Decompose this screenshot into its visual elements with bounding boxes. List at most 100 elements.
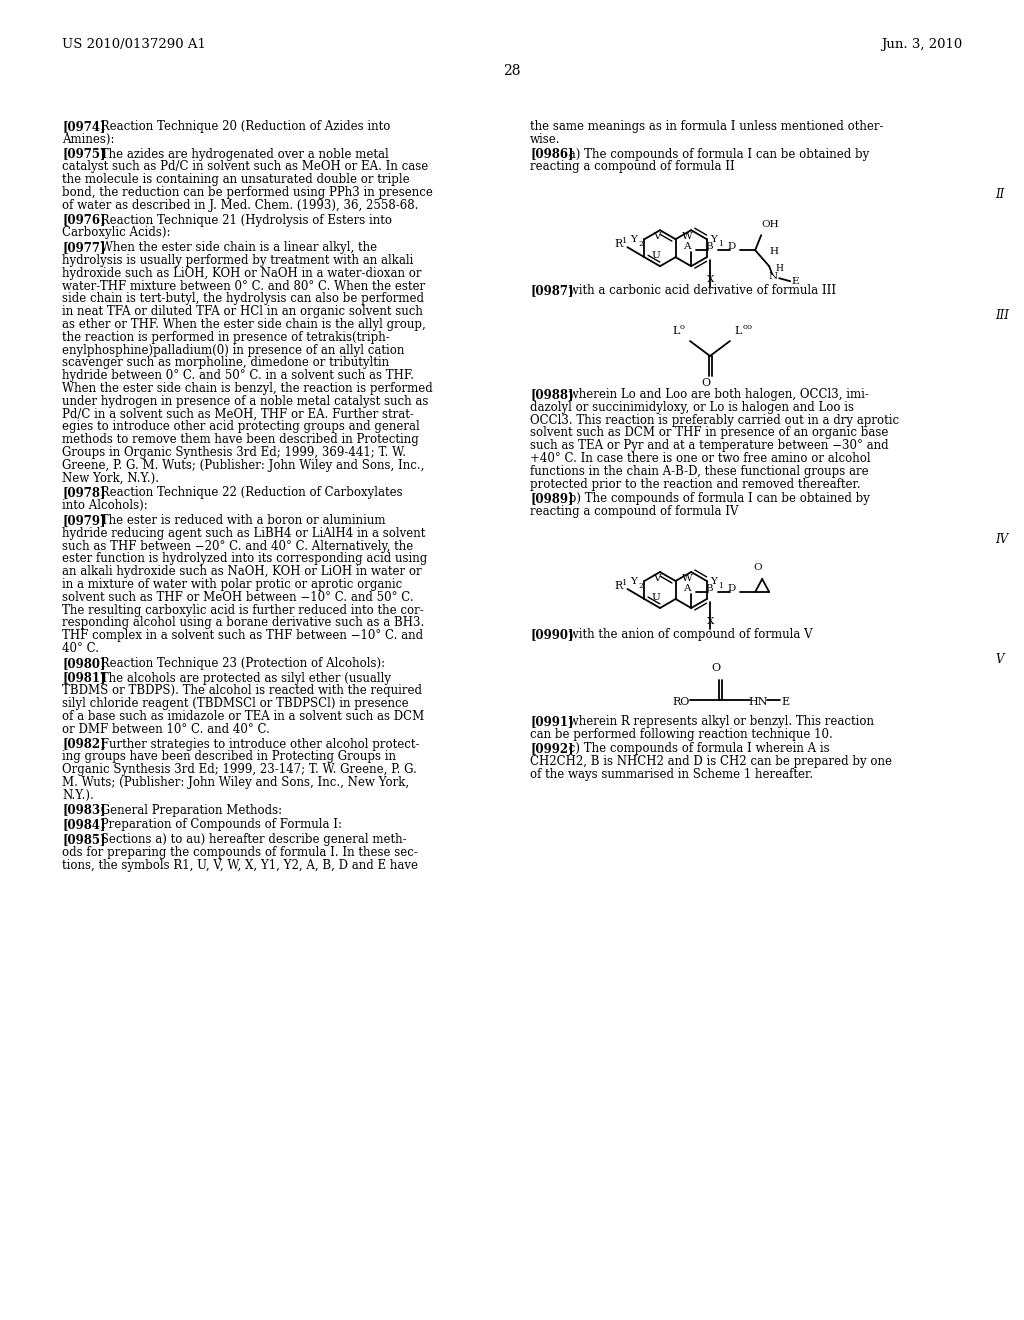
Text: THF complex in a solvent such as THF between −10° C. and: THF complex in a solvent such as THF bet… (62, 630, 423, 643)
Text: O: O (701, 378, 711, 388)
Text: [0982]: [0982] (62, 738, 105, 751)
Text: Y: Y (710, 577, 717, 586)
Text: TBDMS or TBDPS). The alcohol is reacted with the required: TBDMS or TBDPS). The alcohol is reacted … (62, 684, 422, 697)
Text: water-THF mixture between 0° C. and 80° C. When the ester: water-THF mixture between 0° C. and 80° … (62, 280, 425, 293)
Text: [0974]: [0974] (62, 120, 105, 133)
Text: solvent such as DCM or THF in presence of an organic base: solvent such as DCM or THF in presence o… (530, 426, 889, 440)
Text: General Preparation Methods:: General Preparation Methods: (96, 804, 282, 817)
Text: such as THF between −20° C. and 40° C. Alternatively, the: such as THF between −20° C. and 40° C. A… (62, 540, 414, 553)
Text: [0981]: [0981] (62, 672, 105, 685)
Text: 1: 1 (718, 240, 723, 248)
Text: HN: HN (748, 697, 768, 706)
Text: Sections a) to au) hereafter describe general meth-: Sections a) to au) hereafter describe ge… (96, 833, 407, 846)
Text: O: O (712, 663, 721, 673)
Text: The ester is reduced with a boron or aluminium: The ester is reduced with a boron or alu… (96, 513, 385, 527)
Text: Y: Y (631, 235, 637, 244)
Text: 1: 1 (623, 238, 628, 246)
Text: B: B (706, 583, 713, 593)
Text: Carboxylic Acids):: Carboxylic Acids): (62, 227, 171, 239)
Text: RO: RO (672, 697, 689, 706)
Text: [0976]: [0976] (62, 214, 105, 227)
Text: wherein Lo and Loo are both halogen, OCCl3, imi-: wherein Lo and Loo are both halogen, OCC… (564, 388, 868, 401)
Text: [0975]: [0975] (62, 148, 105, 161)
Text: [0990]: [0990] (530, 628, 573, 642)
Text: c) The compounds of formula I wherein A is: c) The compounds of formula I wherein A … (564, 742, 829, 755)
Text: in a mixture of water with polar protic or aprotic organic: in a mixture of water with polar protic … (62, 578, 402, 591)
Text: egies to introduce other acid protecting groups and general: egies to introduce other acid protecting… (62, 420, 420, 433)
Text: with the anion of compound of formula V: with the anion of compound of formula V (564, 628, 812, 642)
Text: +40° C. In case there is one or two free amino or alcohol: +40° C. In case there is one or two free… (530, 451, 870, 465)
Text: the same meanings as in formula I unless mentioned other-: the same meanings as in formula I unless… (530, 120, 884, 133)
Text: OCCl3. This reaction is preferably carried out in a dry aprotic: OCCl3. This reaction is preferably carri… (530, 413, 899, 426)
Text: side chain is tert-butyl, the hydrolysis can also be performed: side chain is tert-butyl, the hydrolysis… (62, 293, 424, 305)
Text: of water as described in J. Med. Chem. (1993), 36, 2558-68.: of water as described in J. Med. Chem. (… (62, 199, 419, 211)
Text: [0985]: [0985] (62, 833, 105, 846)
Text: Y: Y (631, 577, 637, 586)
Text: Groups in Organic Synthesis 3rd Ed; 1999, 369-441; T. W.: Groups in Organic Synthesis 3rd Ed; 1999… (62, 446, 406, 459)
Text: [0989]: [0989] (530, 492, 573, 506)
Text: U: U (651, 593, 660, 602)
Text: 40° C.: 40° C. (62, 642, 99, 655)
Text: M. Wuts; (Publisher: John Wiley and Sons, Inc., New York,: M. Wuts; (Publisher: John Wiley and Sons… (62, 776, 410, 789)
Text: H: H (769, 247, 778, 256)
Text: of the ways summarised in Scheme 1 hereafter.: of the ways summarised in Scheme 1 herea… (530, 768, 813, 781)
Text: enylphosphine)palladium(0) in presence of an allyl cation: enylphosphine)palladium(0) in presence o… (62, 343, 404, 356)
Text: Preparation of Compounds of Formula I:: Preparation of Compounds of Formula I: (96, 818, 342, 832)
Text: under hydrogen in presence of a noble metal catalyst such as: under hydrogen in presence of a noble me… (62, 395, 428, 408)
Text: oo: oo (743, 323, 753, 331)
Text: hydrolysis is usually performed by treatment with an alkali: hydrolysis is usually performed by treat… (62, 253, 414, 267)
Text: E: E (781, 697, 790, 706)
Text: of a base such as imidazole or TEA in a solvent such as DCM: of a base such as imidazole or TEA in a … (62, 710, 424, 723)
Text: 2: 2 (638, 582, 643, 590)
Text: Jun. 3, 2010: Jun. 3, 2010 (881, 38, 962, 51)
Text: [0980]: [0980] (62, 657, 105, 669)
Text: US 2010/0137290 A1: US 2010/0137290 A1 (62, 38, 206, 51)
Text: o: o (680, 323, 685, 331)
Text: the molecule is containing an unsaturated double or triple: the molecule is containing an unsaturate… (62, 173, 410, 186)
Text: D: D (727, 242, 735, 251)
Text: The azides are hydrogenated over a noble metal: The azides are hydrogenated over a noble… (96, 148, 388, 161)
Text: II: II (995, 189, 1005, 201)
Text: protected prior to the reaction and removed thereafter.: protected prior to the reaction and remo… (530, 478, 860, 491)
Text: [0991]: [0991] (530, 715, 573, 727)
Text: dazolyl or succinimidyloxy, or Lo is halogen and Loo is: dazolyl or succinimidyloxy, or Lo is hal… (530, 401, 854, 413)
Text: solvent such as THF or MeOH between −10° C. and 50° C.: solvent such as THF or MeOH between −10°… (62, 591, 414, 603)
Text: W: W (682, 574, 692, 583)
Text: CH2CH2, B is NHCH2 and D is CH2 can be prepared by one: CH2CH2, B is NHCH2 and D is CH2 can be p… (530, 755, 892, 768)
Text: Greene, P. G. M. Wuts; (Publisher: John Wiley and Sons, Inc.,: Greene, P. G. M. Wuts; (Publisher: John … (62, 459, 424, 471)
Text: scavenger such as morpholine, dimedone or tributyltin: scavenger such as morpholine, dimedone o… (62, 356, 389, 370)
Text: [0977]: [0977] (62, 242, 105, 255)
Text: E: E (792, 277, 799, 286)
Text: [0983]: [0983] (62, 804, 105, 817)
Text: Reaction Technique 23 (Protection of Alcohols):: Reaction Technique 23 (Protection of Alc… (96, 657, 385, 669)
Text: V: V (653, 574, 660, 583)
Text: Y: Y (710, 235, 717, 244)
Text: Organic Synthesis 3rd Ed; 1999, 23-147; T. W. Greene, P. G.: Organic Synthesis 3rd Ed; 1999, 23-147; … (62, 763, 417, 776)
Text: hydride between 0° C. and 50° C. in a solvent such as THF.: hydride between 0° C. and 50° C. in a so… (62, 370, 414, 383)
Text: such as TEA or Pyr and at a temperature between −30° and: such as TEA or Pyr and at a temperature … (530, 440, 889, 453)
Text: 1: 1 (623, 579, 628, 587)
Text: X: X (708, 616, 715, 626)
Text: or DMF between 10° C. and 40° C.: or DMF between 10° C. and 40° C. (62, 723, 270, 735)
Text: L: L (672, 326, 679, 337)
Text: H: H (775, 264, 783, 273)
Text: Pd/C in a solvent such as MeOH, THF or EA. Further strat-: Pd/C in a solvent such as MeOH, THF or E… (62, 408, 414, 421)
Text: wherein R represents alkyl or benzyl. This reaction: wherein R represents alkyl or benzyl. Th… (564, 715, 873, 727)
Text: an alkali hydroxide such as NaOH, KOH or LiOH in water or: an alkali hydroxide such as NaOH, KOH or… (62, 565, 422, 578)
Text: the reaction is performed in presence of tetrakis(triph-: the reaction is performed in presence of… (62, 331, 390, 343)
Text: tions, the symbols R1, U, V, W, X, Y1, Y2, A, B, D and E have: tions, the symbols R1, U, V, W, X, Y1, Y… (62, 859, 418, 871)
Text: catalyst such as Pd/C in solvent such as MeOH or EA. In case: catalyst such as Pd/C in solvent such as… (62, 161, 428, 173)
Text: [0986]: [0986] (530, 148, 573, 161)
Text: W: W (682, 232, 692, 242)
Text: V: V (995, 653, 1004, 665)
Text: [0984]: [0984] (62, 818, 105, 832)
Text: 2: 2 (638, 240, 643, 248)
Text: Reaction Technique 21 (Hydrolysis of Esters into: Reaction Technique 21 (Hydrolysis of Est… (96, 214, 391, 227)
Text: [0988]: [0988] (530, 388, 573, 401)
Text: responding alcohol using a borane derivative such as a BH3.: responding alcohol using a borane deriva… (62, 616, 424, 630)
Text: U: U (651, 251, 660, 260)
Text: ing groups have been described in Protecting Groups in: ing groups have been described in Protec… (62, 750, 396, 763)
Text: reacting a compound of formula IV: reacting a compound of formula IV (530, 506, 738, 519)
Text: methods to remove them have been described in Protecting: methods to remove them have been describ… (62, 433, 419, 446)
Text: b) The compounds of formula I can be obtained by: b) The compounds of formula I can be obt… (564, 492, 869, 506)
